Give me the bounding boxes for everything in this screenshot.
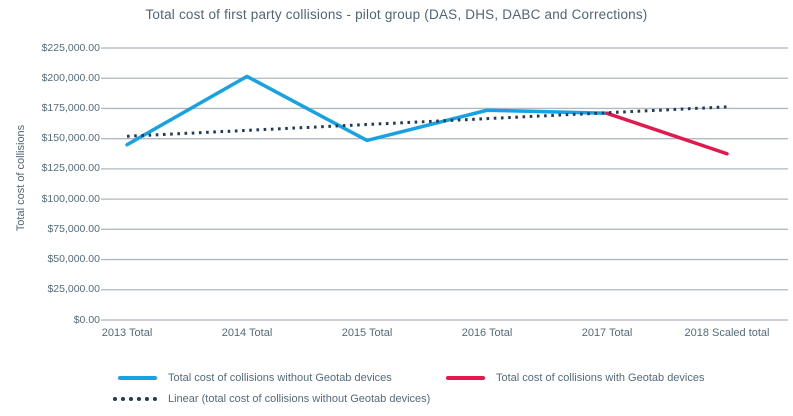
y-tick-label: $200,000.00 <box>41 71 100 84</box>
chart-title: Total cost of first party collisions - p… <box>145 7 648 22</box>
legend-item-linear-trend: Linear (total cost of collisions without… <box>113 393 430 405</box>
y-tick-label: $225,000.00 <box>41 41 100 54</box>
y-tick-label: $150,000.00 <box>41 132 100 145</box>
y-tick-label: $100,000.00 <box>41 192 100 205</box>
legend-label-linear-trend: Linear (total cost of collisions without… <box>168 393 431 405</box>
series-line-without-geotab <box>125 74 609 147</box>
x-category-label: 2013 Total <box>101 327 153 339</box>
y-tick-label: $50,000.00 <box>47 253 100 266</box>
dotted-line-swatch-icon <box>113 397 157 401</box>
x-category-label: 2015 Total <box>341 327 393 339</box>
y-tick-label: $0.00 <box>73 313 100 326</box>
x-category-label: 2018 Scaled total <box>684 327 770 339</box>
series-line-with-geotab <box>605 111 729 156</box>
y-tick-label: $175,000.00 <box>41 101 100 114</box>
x-category-label: 2017 Total <box>581 327 633 339</box>
y-tick-label: $75,000.00 <box>47 222 100 235</box>
legend-item-without-geotab: Total cost of collisions without Geotab … <box>118 372 392 384</box>
y-tick-label: $125,000.00 <box>41 162 100 175</box>
x-category-label: 2014 Total <box>221 327 273 339</box>
y-tick-label: $25,000.00 <box>47 283 100 296</box>
blue-line-swatch-icon <box>118 376 157 380</box>
legend-item-with-geotab: Total cost of collisions with Geotab dev… <box>446 372 705 384</box>
legend-label-with-geotab: Total cost of collisions with Geotab dev… <box>496 372 705 384</box>
legend-label-without-geotab: Total cost of collisions without Geotab … <box>168 372 392 384</box>
red-line-swatch-icon <box>446 376 485 380</box>
x-category-label: 2016 Total <box>461 327 513 339</box>
